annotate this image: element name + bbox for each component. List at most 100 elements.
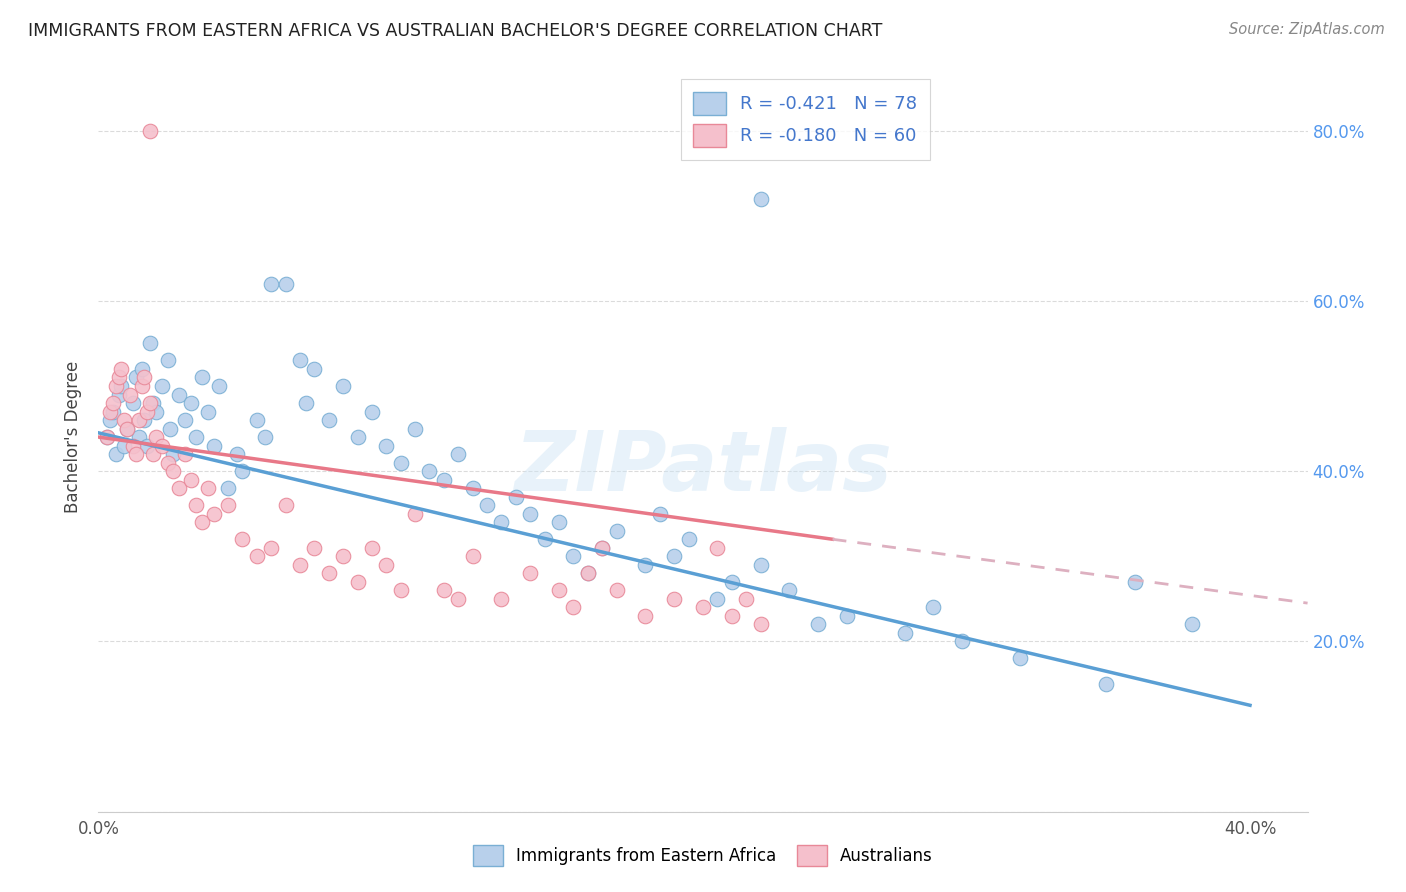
Point [139, 396, 162, 410]
Point [122, 396, 145, 410]
Point [664, 549, 686, 564]
Point [110, 379, 132, 393]
Point [404, 421, 426, 435]
Point [173, 413, 195, 427]
Point [706, 541, 728, 555]
Point [173, 447, 195, 461]
Point [217, 498, 239, 512]
Point [125, 447, 148, 461]
Point [254, 430, 277, 444]
Point [1095, 677, 1118, 691]
Point [231, 464, 253, 478]
Point [115, 421, 138, 435]
Point [98, 404, 121, 418]
Point [112, 439, 135, 453]
Point [664, 591, 686, 606]
Point [950, 634, 973, 648]
Point [389, 456, 412, 470]
Point [288, 353, 311, 368]
Point [720, 574, 742, 589]
Point [548, 583, 571, 598]
Point [749, 192, 772, 206]
Point [648, 507, 671, 521]
Y-axis label: Bachelor's Degree: Bachelor's Degree [65, 361, 83, 513]
Point [606, 524, 628, 538]
Point [260, 277, 283, 291]
Point [107, 387, 129, 401]
Point [142, 396, 165, 410]
Point [101, 396, 124, 410]
Point [145, 404, 167, 418]
Point [110, 362, 132, 376]
Point [136, 404, 159, 418]
Point [139, 336, 162, 351]
Point [678, 533, 700, 547]
Point [128, 430, 150, 444]
Point [361, 541, 384, 555]
Point [128, 413, 150, 427]
Point [318, 566, 340, 581]
Point [136, 439, 159, 453]
Point [318, 413, 340, 427]
Point [447, 591, 470, 606]
Point [606, 583, 628, 598]
Point [150, 439, 173, 453]
Point [96, 430, 118, 444]
Point [389, 583, 412, 598]
Point [835, 608, 858, 623]
Point [634, 608, 657, 623]
Point [375, 558, 398, 572]
Point [491, 591, 513, 606]
Legend: Immigrants from Eastern Africa, Australians: Immigrants from Eastern Africa, Australi… [467, 838, 939, 873]
Point [162, 464, 184, 478]
Point [142, 447, 165, 461]
Point [778, 583, 800, 598]
Point [418, 464, 440, 478]
Point [104, 447, 127, 461]
Point [202, 439, 225, 453]
Point [156, 456, 179, 470]
Point [134, 370, 156, 384]
Text: IMMIGRANTS FROM EASTERN AFRICA VS AUSTRALIAN BACHELOR'S DEGREE CORRELATION CHART: IMMIGRANTS FROM EASTERN AFRICA VS AUSTRA… [28, 22, 883, 40]
Point [591, 541, 613, 555]
Point [191, 370, 214, 384]
Point [491, 515, 513, 529]
Point [361, 404, 384, 418]
Point [1123, 574, 1146, 589]
Point [346, 430, 368, 444]
Point [447, 447, 470, 461]
Point [231, 533, 253, 547]
Point [375, 439, 398, 453]
Point [217, 481, 239, 495]
Point [576, 566, 599, 581]
Point [131, 362, 153, 376]
Point [122, 439, 145, 453]
Point [225, 447, 247, 461]
Point [159, 421, 181, 435]
Point [274, 498, 297, 512]
Point [404, 507, 426, 521]
Point [186, 430, 208, 444]
Text: ZIPatlas: ZIPatlas [515, 426, 891, 508]
Point [548, 515, 571, 529]
Point [134, 413, 156, 427]
Point [591, 541, 613, 555]
Point [332, 379, 354, 393]
Point [304, 541, 326, 555]
Point [922, 600, 945, 615]
Point [692, 600, 714, 615]
Point [98, 413, 121, 427]
Point [505, 490, 527, 504]
Point [533, 533, 555, 547]
Point [197, 481, 219, 495]
Point [807, 617, 830, 632]
Point [706, 591, 728, 606]
Point [461, 549, 484, 564]
Point [562, 549, 585, 564]
Point [576, 566, 599, 581]
Point [294, 396, 316, 410]
Point [1008, 651, 1031, 665]
Point [131, 379, 153, 393]
Point [180, 396, 202, 410]
Point [346, 574, 368, 589]
